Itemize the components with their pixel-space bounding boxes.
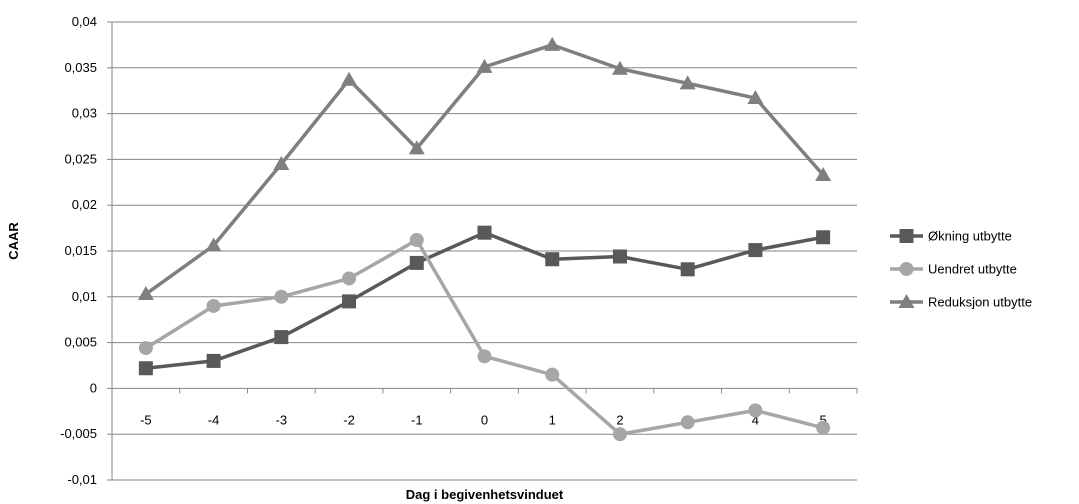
y-tick-label: -0,01 <box>67 472 97 487</box>
series-line <box>144 238 824 436</box>
circle-marker <box>409 233 424 248</box>
legend-label: Reduksjon utbytte <box>928 295 1032 310</box>
series-group <box>137 36 832 442</box>
square-marker <box>816 230 831 245</box>
y-axis-title: CAAR <box>6 222 21 260</box>
y-tick-labels: -0,01 -0,005 0 0,005 0,01 0,015 0,02 0,025 0,03 0… <box>60 14 97 487</box>
y-tick-label: 0,01 <box>72 289 97 304</box>
circle-marker <box>748 403 763 418</box>
legend-label: Uendret utbytte <box>928 262 1017 277</box>
x-tick-label: -4 <box>208 412 220 427</box>
square-marker <box>206 353 221 368</box>
series-1 <box>138 225 831 376</box>
x-tick-label: -5 <box>140 412 152 427</box>
triangle-marker <box>408 140 425 155</box>
circle-marker <box>206 298 221 313</box>
circle-marker <box>342 271 357 286</box>
triangle-marker <box>341 71 358 86</box>
legend: Økning utbytte Uendret utbytte Reduksjon u… <box>890 229 1032 310</box>
square-marker <box>680 262 695 277</box>
circle-marker <box>680 415 695 430</box>
legend-label: Økning utbytte <box>928 229 1012 244</box>
legend-item: Reduksjon utbytte <box>890 294 1032 310</box>
triangle-marker <box>273 155 290 170</box>
square-marker <box>409 255 424 270</box>
circle-marker <box>477 349 492 364</box>
circle-marker <box>138 341 153 356</box>
square-marker <box>612 249 627 264</box>
x-tick-label: -2 <box>343 412 355 427</box>
x-tick-label: 0 <box>481 412 488 427</box>
triangle-marker <box>476 58 493 73</box>
triangle-marker <box>747 90 764 105</box>
square-marker <box>274 330 289 345</box>
circle-marker <box>816 420 831 435</box>
y-tick-label: 0,02 <box>72 197 97 212</box>
y-tick-label: 0,04 <box>72 14 97 29</box>
y-tick-label: 0,015 <box>64 243 97 258</box>
legend-circle-icon <box>899 262 914 276</box>
legend-triangle-icon <box>898 294 915 308</box>
series-2 <box>138 233 831 442</box>
x-axis-title: Dag i begivenhetsvinduet <box>406 487 564 502</box>
triangle-marker <box>544 36 561 51</box>
y-tick-label: 0,025 <box>64 151 97 166</box>
x-tick-label: 1 <box>549 412 556 427</box>
square-marker <box>477 225 492 240</box>
series-line <box>144 43 825 296</box>
triangle-marker <box>679 75 696 90</box>
axes <box>107 21 858 481</box>
square-marker <box>748 243 763 258</box>
triangle-marker <box>137 286 154 301</box>
circle-marker <box>274 289 289 304</box>
legend-item: Økning utbytte <box>890 229 1012 244</box>
square-marker <box>342 294 357 309</box>
series-3 <box>137 36 832 301</box>
legend-square-icon <box>899 229 914 243</box>
triangle-marker <box>611 60 628 75</box>
x-tick-label: -1 <box>411 412 423 427</box>
legend-item: Uendret utbytte <box>890 262 1017 277</box>
triangle-marker <box>205 237 222 252</box>
square-marker <box>138 361 153 376</box>
circle-marker <box>545 367 560 382</box>
y-tick-label: -0,005 <box>60 426 97 441</box>
x-tick-label: -3 <box>276 412 288 427</box>
x-tick-label: 5 <box>820 412 827 427</box>
triangle-marker <box>815 166 832 181</box>
x-tick-label: 4 <box>752 412 759 427</box>
square-marker <box>545 252 560 267</box>
y-tick-label: 0 <box>90 380 97 395</box>
y-tick-label: 0,03 <box>72 106 97 121</box>
y-tick-label: 0,005 <box>64 335 97 350</box>
x-tick-label: 2 <box>616 412 623 427</box>
y-tick-label: 0,035 <box>64 60 97 75</box>
circle-marker <box>612 427 627 442</box>
